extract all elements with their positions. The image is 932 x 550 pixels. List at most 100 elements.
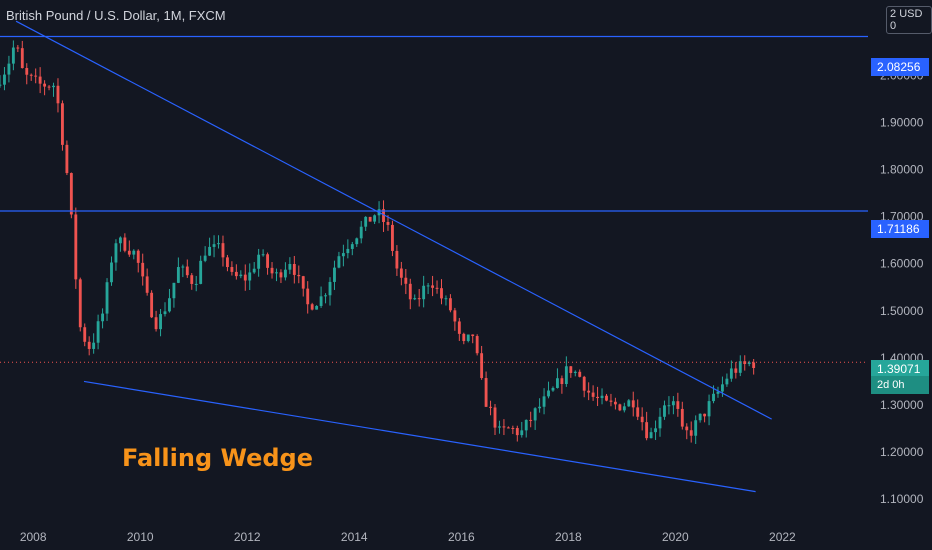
candle-body — [239, 274, 243, 277]
trendline-lower — [83, 380, 756, 493]
candle-body — [462, 333, 466, 342]
candle-body — [355, 238, 359, 245]
candle-body — [408, 283, 412, 300]
candle-body — [283, 269, 287, 278]
candle-body — [328, 281, 332, 296]
currency-label: USD — [899, 8, 923, 20]
candle-body — [69, 173, 73, 215]
y-tick-label: 1.50000 — [880, 304, 924, 318]
candle-body — [578, 371, 582, 377]
candle-body — [448, 298, 452, 311]
candle-body — [698, 413, 702, 421]
candle-body — [306, 288, 310, 305]
candle-body — [689, 430, 693, 436]
candle-body — [217, 243, 220, 245]
candle-body — [596, 396, 600, 399]
candle-body — [613, 401, 617, 405]
candle-body — [221, 243, 225, 258]
candle-body — [502, 426, 506, 428]
candle-body — [663, 405, 666, 417]
candle-body — [74, 214, 78, 280]
currency-badge[interactable]: 2 USD 0 — [886, 6, 932, 34]
candle-body — [279, 272, 283, 278]
candle-body — [426, 285, 430, 287]
candle-body — [185, 266, 189, 276]
candle-body — [252, 268, 256, 273]
y-tick-label: 1.20000 — [880, 445, 924, 459]
y-tick-label: 1.60000 — [880, 257, 924, 271]
candle-body — [145, 276, 149, 293]
candle-body — [444, 298, 448, 300]
candle-body — [752, 362, 756, 368]
candle-body — [475, 336, 479, 354]
candle-body — [78, 279, 82, 328]
candle-body — [533, 408, 537, 421]
candle-body — [52, 85, 55, 88]
candle-body — [538, 406, 542, 409]
candle-body — [105, 282, 109, 314]
candle-body — [16, 47, 20, 49]
x-tick-label: 2020 — [662, 530, 689, 544]
y-tick-label: 1.10000 — [880, 492, 924, 506]
candle-body — [110, 262, 113, 283]
candle-body — [199, 260, 203, 284]
x-tick-label: 2022 — [769, 530, 796, 544]
candle-body — [422, 285, 426, 300]
candle-body — [605, 395, 608, 401]
candle-body — [560, 378, 564, 385]
candle-body — [270, 267, 274, 274]
candle-body — [29, 74, 33, 76]
candle-body — [413, 298, 417, 300]
candle-body — [118, 237, 122, 244]
badge-left: 2 — [890, 8, 897, 20]
candle-body — [226, 257, 229, 268]
candle-body — [636, 407, 640, 417]
candle-body — [582, 376, 586, 391]
candle-body — [680, 408, 684, 427]
candle-body — [471, 334, 475, 337]
candle-body — [627, 400, 631, 407]
chart-title: British Pound / U.S. Dollar, 1M, FXCM — [6, 8, 226, 23]
candle-body — [38, 76, 42, 84]
candle-body — [654, 428, 657, 433]
candle-body — [515, 428, 519, 436]
badge-right: 0 — [890, 20, 897, 32]
candle-body — [457, 321, 461, 334]
x-tick-label: 2012 — [234, 530, 261, 544]
candle-body — [92, 342, 96, 349]
candle-body — [266, 254, 270, 268]
x-tick-label: 2016 — [448, 530, 475, 544]
candle-body — [34, 75, 38, 77]
candle-body — [43, 83, 47, 87]
candle-body — [181, 266, 185, 268]
candle-body — [257, 254, 261, 269]
candle-body — [569, 366, 573, 373]
candle-body — [671, 401, 675, 406]
candle-body — [703, 413, 707, 417]
candle-body — [288, 263, 292, 270]
price-tag-top-level: 2.08256 — [871, 58, 929, 76]
candle-body — [373, 215, 377, 222]
candle-body — [172, 282, 176, 299]
candle-body — [248, 272, 252, 281]
candle-body — [141, 262, 145, 277]
candle-body — [498, 426, 501, 428]
candle-body — [297, 274, 301, 277]
candle-body — [47, 86, 51, 88]
trendline-upper — [15, 20, 772, 420]
candle-body — [609, 400, 613, 402]
candle-body — [716, 391, 720, 394]
candle-body — [676, 401, 680, 409]
pattern-annotation: Falling Wedge — [122, 444, 314, 472]
candle-body — [136, 250, 140, 263]
candle-body — [96, 321, 100, 343]
candle-body — [466, 334, 470, 342]
y-tick-label: 1.30000 — [880, 398, 924, 412]
candle-body — [431, 285, 435, 288]
candle-body — [359, 226, 363, 239]
candle-body — [234, 271, 238, 277]
candle-body — [435, 287, 439, 289]
candle-body — [114, 243, 118, 263]
candle-body — [87, 341, 91, 349]
